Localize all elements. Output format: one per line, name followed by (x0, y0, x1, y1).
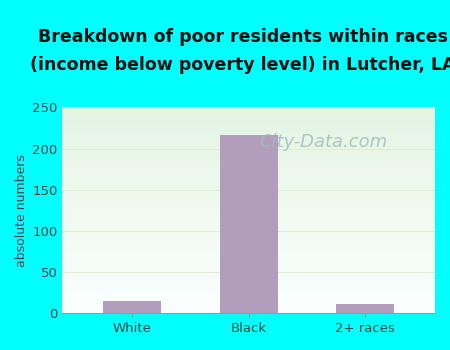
Bar (220, 135, 278, 313)
Text: Breakdown of poor residents within races: Breakdown of poor residents within races (38, 28, 448, 46)
Y-axis label: absolute numbers: absolute numbers (15, 154, 28, 267)
Bar (103, 301, 162, 313)
Text: (income below poverty level) in Lutcher, LA: (income below poverty level) in Lutcher,… (30, 56, 450, 74)
Bar (336, 304, 394, 313)
Text: City-Data.com: City-Data.com (259, 133, 387, 152)
